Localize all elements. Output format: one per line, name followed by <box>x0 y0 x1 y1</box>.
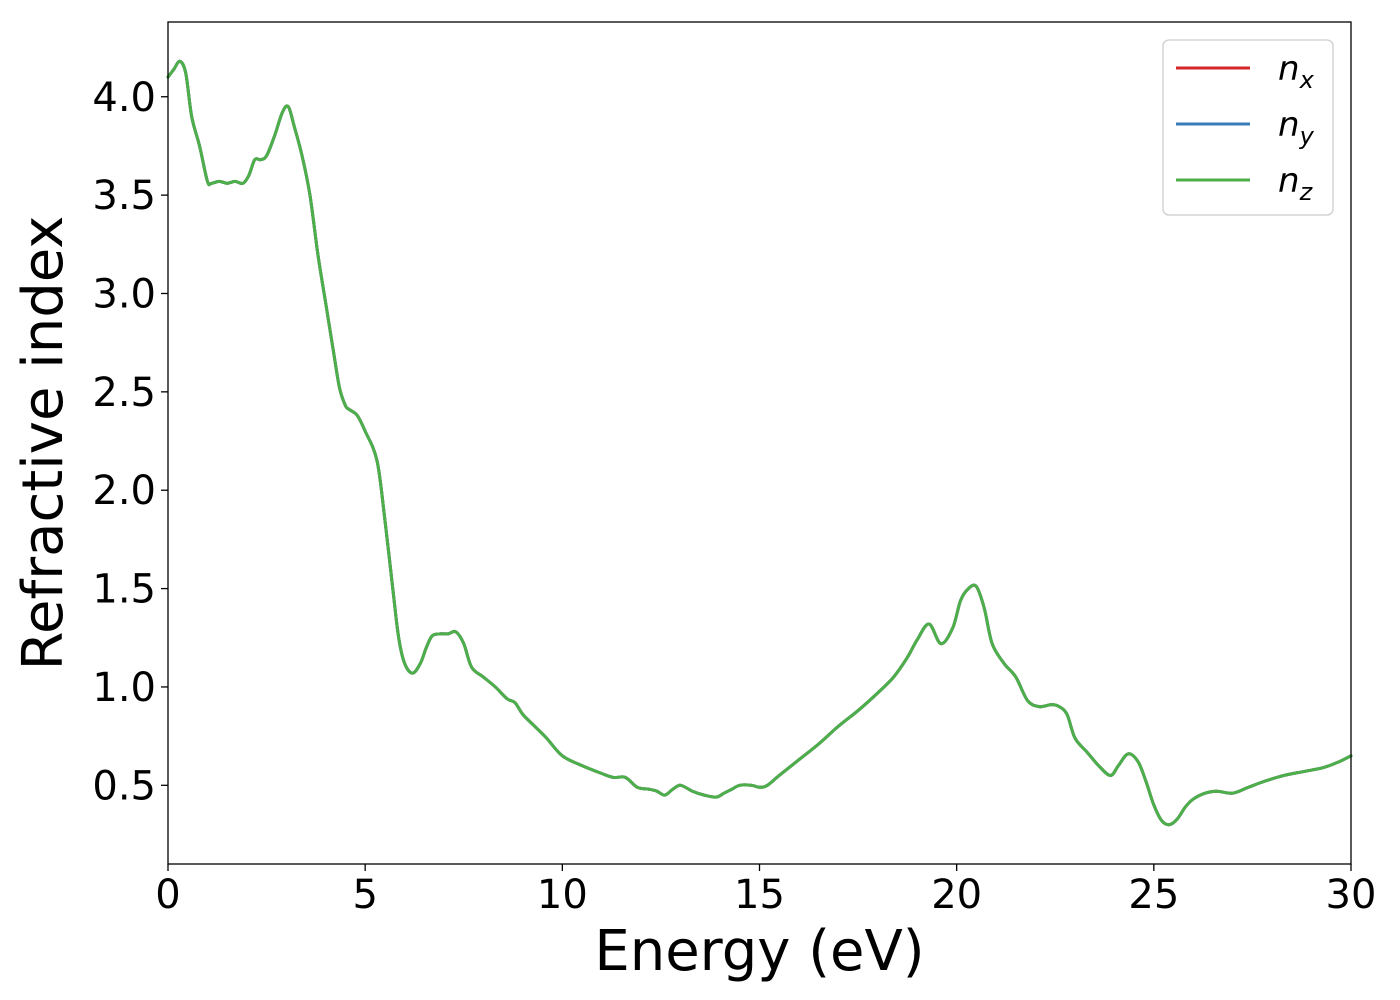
x-tick-label: 20 <box>931 872 982 918</box>
y-tick-label: 1.0 <box>92 665 156 711</box>
series-layer <box>166 59 1353 827</box>
x-axis: 0 5 10 15 20 25 30 <box>155 864 1376 918</box>
x-tick-label: 25 <box>1128 872 1179 918</box>
x-tick-label: 15 <box>734 872 785 918</box>
legend-box <box>1162 39 1334 216</box>
y-tick-label: 0.5 <box>92 763 156 809</box>
x-tick-label: 30 <box>1326 872 1377 918</box>
y-axis-title: Refractive index <box>11 216 76 671</box>
y-tick-label: 4.0 <box>92 75 156 121</box>
plot-background <box>168 22 1351 864</box>
y-tick-label: 2.5 <box>92 370 156 416</box>
y-tick-label: 3.5 <box>92 173 156 219</box>
y-tick-label: 3.0 <box>92 271 156 317</box>
y-tick-label: 2.0 <box>92 468 156 514</box>
y-axis: 0.5 1.0 1.5 2.0 2.5 3.0 3.5 4.0 <box>92 75 168 809</box>
x-axis-title: Energy (eV) <box>594 919 924 984</box>
series-line-z <box>166 59 1353 827</box>
legend-label-y: ny <box>1278 105 1315 150</box>
x-tick-label: 10 <box>537 872 588 918</box>
y-tick-label: 1.5 <box>92 567 156 613</box>
x-tick-label: 0 <box>155 872 180 918</box>
x-tick-label: 5 <box>352 872 377 918</box>
